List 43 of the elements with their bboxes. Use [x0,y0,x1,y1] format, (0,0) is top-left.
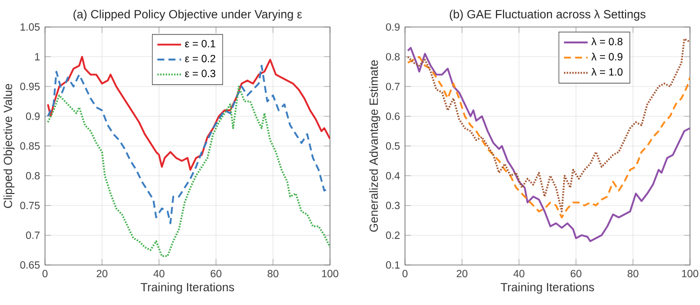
y-tick-label: 0.3 [386,202,400,210]
y-tick-label: 0.9 [386,23,400,31]
legend-label: λ = 0.9 [591,52,622,60]
chart-title: (a) Clipped Policy Objective under Varying ε [74,10,302,21]
y-tick-label: 0.65 [20,261,40,269]
x-axis-title: Training Iterations [500,282,594,294]
legend-label: λ = 0.8 [591,38,622,46]
y-tick-label: 0.2 [386,232,400,239]
x-tick-label: 60 [570,270,582,278]
y-tick-label: 1.05 [20,23,40,31]
x-tick-label: 80 [268,270,278,278]
x-tick-label: 0 [402,270,408,278]
legend-label: ε = 0.1 [185,40,216,48]
legend-label: λ = 1.0 [591,68,622,76]
y-axis-title: Clipped Objective Value [3,84,14,208]
x-tick-label: 20 [456,270,468,278]
x-tick-label: 100 [682,270,698,278]
x-tick-label: 20 [96,270,108,278]
y-axis-title: Generalized Advantage Estimate [369,60,380,232]
x-tick-label: 80 [628,270,638,278]
y-tick-label: 0.9 [26,112,40,120]
y-tick-label: 0.6 [386,112,400,120]
x-tick-label: 40 [513,270,524,278]
x-tick-label: 100 [322,270,338,278]
y-tick-label: 0.8 [26,172,40,180]
y-tick-label: 0.95 [20,82,40,90]
x-tick-label: 40 [153,270,164,278]
y-tick-label: 0.8 [386,53,400,60]
y-tick-label: 1 [35,53,40,60]
y-tick-label: 0.7 [26,232,40,239]
y-tick-label: 0.85 [20,142,40,150]
legend-label: ε = 0.3 [185,70,216,78]
x-tick-label: 60 [210,270,222,278]
line-series [46,86,330,257]
x-tick-label: 0 [42,270,48,278]
y-tick-label: 0.4 [386,172,400,180]
y-tick-label: 0.75 [20,202,40,210]
x-axis-title: Training Iterations [140,282,234,294]
y-tick-label: 0.1 [386,261,400,269]
chart-title: (b) GAE Fluctuation across λ Settings [450,10,646,21]
y-tick-label: 0.7 [386,82,400,90]
y-tick-label: 0.5 [386,142,400,150]
legend-label: ε = 0.2 [185,54,216,62]
